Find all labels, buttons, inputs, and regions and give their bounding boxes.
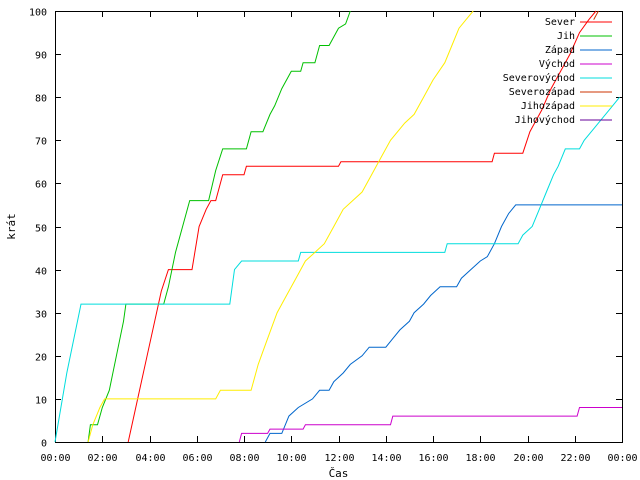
series-6-line (593, 10, 599, 20)
series-1-line (127, 10, 597, 443)
y-tick-label: 60 (35, 180, 47, 191)
legend-label: Jih (557, 31, 575, 42)
legend-label: Severozápad (509, 86, 575, 98)
x-tick-label: 08:00 (229, 453, 259, 464)
x-axis-title: Čas (329, 467, 349, 480)
ticks: 0 10 20 30 40 50 60 70 80 90 100 00:00 02:00 04:00 06:… (29, 8, 638, 465)
x-tick-label: 06:00 (182, 453, 212, 464)
x-tick-label: 10:00 (276, 453, 306, 464)
x-tick-label: 20:00 (513, 453, 543, 464)
y-tick-label: 50 (35, 224, 47, 235)
y-tick-label: 90 (35, 51, 47, 62)
x-tick-label: 00:00 (40, 453, 70, 464)
legend: Sever Jih Západ Východ Severovýchod Severozáp… (503, 17, 612, 126)
x-tick-label: 12:00 (324, 453, 354, 464)
series-5-line (54, 96, 620, 443)
series-3-line (264, 204, 622, 443)
legend-label: Západ (545, 44, 575, 56)
y-tick-label: 30 (35, 310, 47, 321)
legend-label: Východ (539, 58, 575, 70)
x-tick-label: 04:00 (135, 453, 165, 464)
y-axis-title: krát (5, 213, 18, 240)
x-tick-label: 14:00 (371, 453, 401, 464)
y-tick-label: 100 (29, 8, 47, 19)
y-tick-label: 70 (35, 137, 47, 148)
legend-label: Jihovýchod (515, 114, 575, 126)
y-tick-label: 0 (41, 439, 47, 450)
y-tick-label: 40 (35, 267, 47, 278)
series-2-line (87, 10, 351, 443)
x-tick-label: 16:00 (418, 453, 448, 464)
y-tick-label: 10 (35, 396, 47, 407)
series-7-line (87, 10, 474, 443)
legend-label: Severovýchod (503, 72, 575, 84)
x-tick-label: 02:00 (87, 453, 117, 464)
x-tick-label: 22:00 (560, 453, 590, 464)
legend-label: Jihozápad (521, 100, 575, 112)
x-tick-label: 00:00 (607, 453, 637, 464)
legend-label: Sever (545, 17, 575, 28)
series-4-line (238, 407, 622, 443)
x-tick-label: 18:00 (465, 453, 495, 464)
series-lines (54, 10, 622, 443)
y-tick-label: 80 (35, 94, 47, 105)
y-tick-label: 20 (35, 353, 47, 364)
